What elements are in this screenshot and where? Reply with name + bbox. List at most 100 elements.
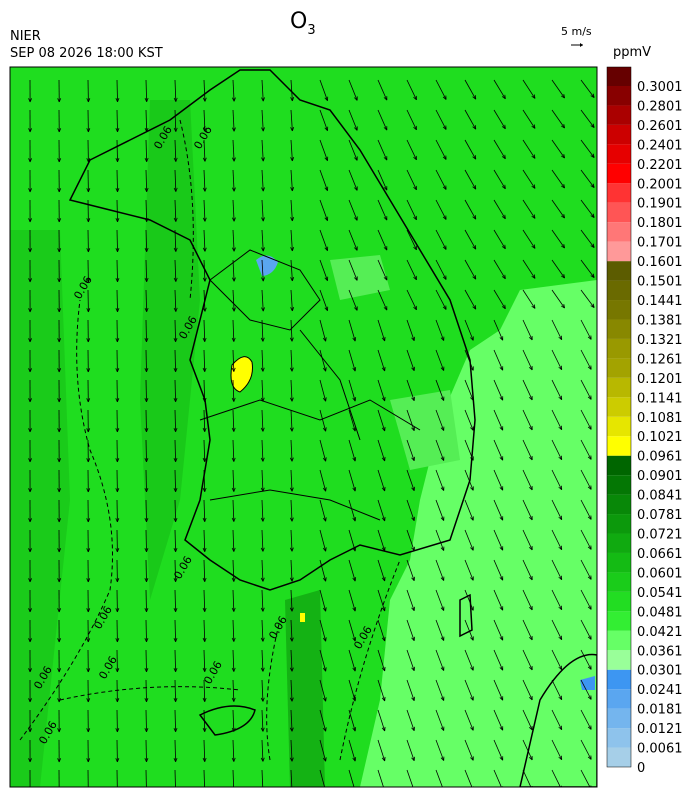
wind-vector-head (590, 243, 595, 248)
colorbar-box (607, 650, 631, 670)
wind-vector-head (260, 397, 265, 402)
wind-vector (464, 289, 477, 310)
wind-vector (464, 79, 477, 100)
wind-vector-head (384, 786, 386, 787)
wind-vector (377, 529, 386, 552)
wind-vector-head (115, 758, 120, 763)
wind-vector-head (173, 97, 178, 102)
wind-vector-head (202, 427, 207, 432)
wind-vector (145, 439, 147, 462)
wind-vector-head (86, 188, 91, 193)
wind-vector-head (173, 157, 178, 162)
colorbar-box (607, 202, 631, 223)
wind-vector (232, 469, 235, 492)
wind-vector (232, 529, 235, 552)
wind-vector-head (442, 155, 447, 160)
wind-vector (261, 529, 264, 552)
wind-vector (580, 169, 595, 188)
wind-vector-head (413, 155, 417, 161)
wind-vector-head (202, 247, 207, 252)
wind-vector-head (261, 277, 265, 282)
wind-vector (522, 79, 536, 99)
light-field (360, 280, 597, 787)
wind-vector-head (560, 214, 565, 219)
wind-vector-head (440, 546, 445, 551)
wind-vector (145, 619, 147, 642)
wind-vector-head (413, 275, 417, 281)
wind-vector (116, 79, 118, 102)
wind-vector (348, 409, 356, 432)
wind-vector (377, 679, 386, 702)
wind-vector (174, 289, 177, 312)
wind-vector (406, 439, 415, 461)
wind-vector-head (560, 124, 565, 129)
wind-vector-head (57, 518, 62, 523)
wind-vector-head (202, 367, 207, 372)
wind-vector-head (202, 217, 207, 222)
wind-vector-head (86, 668, 91, 673)
wind-vector (261, 439, 264, 462)
wind-vector-head (411, 726, 415, 732)
wind-vector (319, 589, 327, 612)
wind-vector-head (499, 666, 504, 671)
wind-vector (116, 169, 118, 192)
colorbar-label: 0 (637, 761, 645, 776)
wind-vector (348, 709, 356, 732)
colorbar-label: 0.0781 (637, 508, 683, 523)
wind-vector (522, 199, 536, 219)
wind-vector (145, 199, 148, 222)
wind-vector (551, 79, 565, 99)
wind-vector-head (470, 396, 474, 401)
island (198, 593, 597, 787)
wind-vector-head (115, 518, 120, 523)
wind-vector (377, 349, 386, 372)
wind-vector (435, 469, 445, 491)
wind-vector-head (57, 368, 62, 373)
wind-vector-head (381, 696, 386, 702)
dark-band (10, 230, 70, 787)
wind-vector (522, 409, 533, 431)
wind-vector (435, 709, 445, 731)
wind-vector-head (411, 456, 415, 462)
wind-vector (203, 259, 206, 282)
wind-vector-head (383, 96, 388, 101)
wind-vector-head (173, 427, 178, 432)
wind-vector (290, 589, 293, 612)
wind-vector-head (322, 427, 327, 432)
wind-vector (319, 79, 328, 101)
wind-vector (203, 79, 206, 102)
wind-vector-head (289, 427, 294, 432)
wind-vector-head (381, 756, 386, 762)
wind-vector (435, 619, 445, 641)
colorbar-box (607, 183, 631, 203)
wind-vector-head (289, 607, 294, 612)
wind-vector-head (58, 788, 61, 792)
wind-vector (232, 499, 235, 522)
wind-vector-head (289, 487, 294, 492)
wind-vector-head (499, 486, 504, 491)
wind-vector (145, 349, 147, 372)
wind-vector (319, 439, 327, 462)
wind-vector-head (144, 757, 149, 763)
wind-vector-head (115, 638, 120, 643)
wind-vector-head (115, 338, 120, 343)
wind-vector-head (470, 666, 474, 671)
wind-vectors (28, 79, 595, 792)
wind-vector (522, 229, 536, 249)
wind-vector-head (289, 577, 294, 582)
wind-vector-head (260, 337, 265, 342)
wind-vector (348, 439, 356, 462)
wind-vector (232, 319, 235, 342)
wind-vector (232, 139, 235, 162)
wind-vector-head (231, 757, 236, 762)
wind-vector-head (587, 455, 592, 460)
wind-vector-head (115, 578, 120, 583)
wind-vector-head (558, 755, 563, 761)
colorbar-box (607, 416, 631, 437)
colorbar-label: 0.0661 (637, 547, 683, 562)
wind-vector-head (231, 97, 236, 102)
wind-vector-head (440, 426, 445, 431)
wind-vector-head (558, 395, 563, 401)
colorbar-label: 0.0841 (637, 489, 683, 504)
wind-vector-head (57, 548, 62, 553)
